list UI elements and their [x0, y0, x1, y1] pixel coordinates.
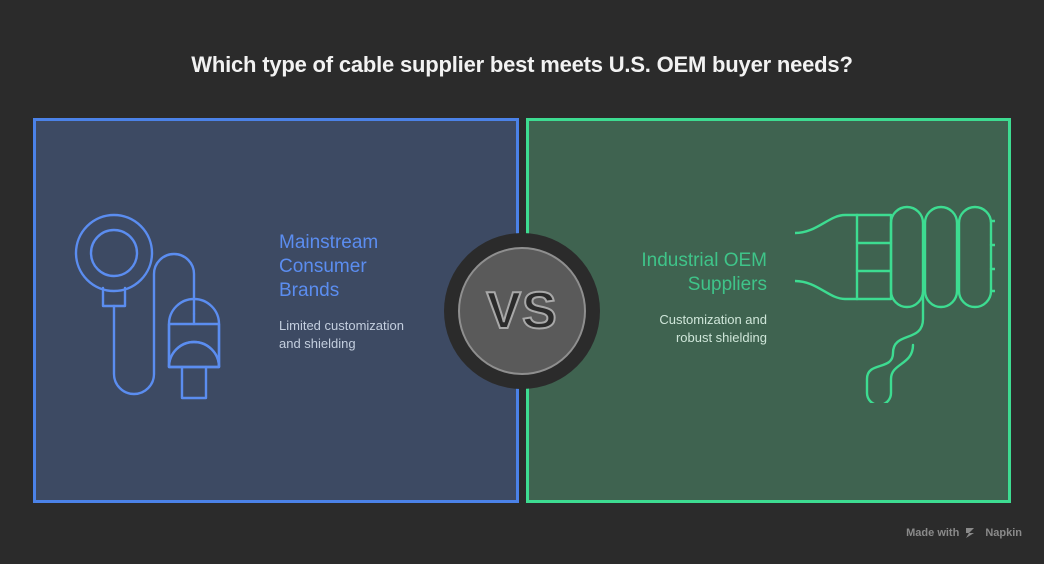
- left-subtext: Limited customization and shielding: [279, 318, 404, 351]
- watermark-brand: Napkin: [985, 527, 1022, 539]
- vs-inner-circle: VS: [458, 247, 586, 375]
- right-heading: Industrial OEM Suppliers: [641, 250, 767, 295]
- comparison-panel-left: Mainstream Consumer Brands Limited custo…: [33, 118, 519, 503]
- left-text-block: Mainstream Consumer Brands Limited custo…: [279, 231, 424, 353]
- page-title: Which type of cable supplier best meets …: [191, 52, 853, 77]
- vs-divider-badge: VS: [444, 233, 600, 389]
- comparison-panel-right: Industrial OEM Suppliers Customization a…: [526, 118, 1021, 503]
- watermark: Made with Napkin: [906, 527, 1022, 539]
- napkin-chevron-icon: [966, 528, 975, 538]
- right-subtext: Customization and robust shielding: [659, 312, 767, 345]
- consumer-charging-cable-icon: [66, 206, 266, 411]
- left-heading: Mainstream Consumer Brands: [279, 232, 379, 301]
- right-text-block: Industrial OEM Suppliers Customization a…: [622, 249, 767, 347]
- watermark-text: Made with: [906, 527, 960, 539]
- industrial-connector-icon: [793, 203, 1021, 408]
- vs-label: VS: [485, 282, 558, 340]
